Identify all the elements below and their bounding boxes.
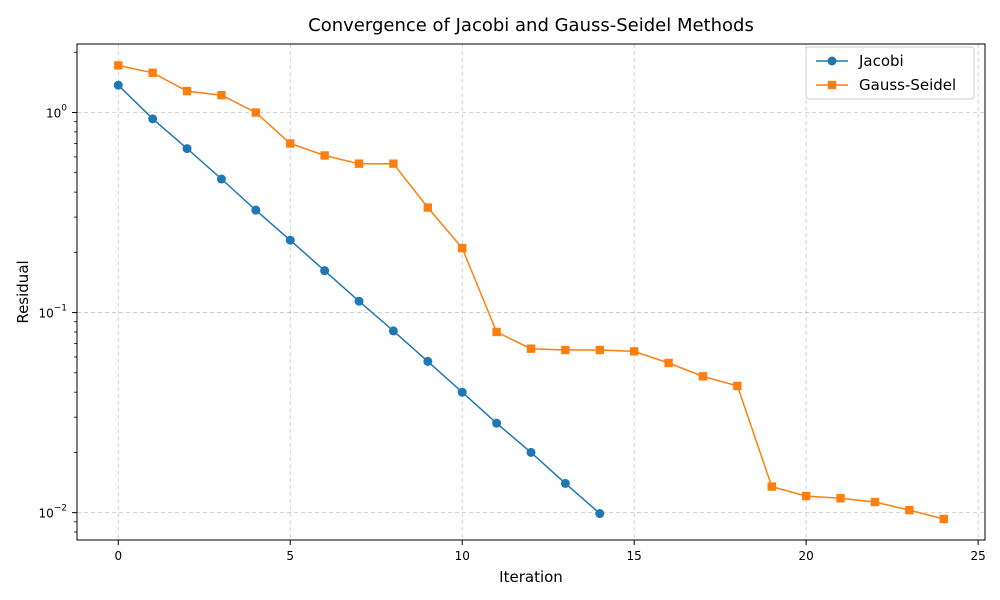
legend-label: Jacobi <box>858 52 904 70</box>
data-point <box>492 418 502 428</box>
legend: Jacobi Gauss-Seidel <box>805 46 975 100</box>
data-point <box>905 505 914 515</box>
data-point <box>114 61 123 70</box>
data-point <box>216 174 226 184</box>
x-tick-label: 25 <box>970 549 985 563</box>
y-tick-label: 10−1 <box>38 304 67 321</box>
y-tick-label: 10−2 <box>38 504 67 521</box>
grid <box>77 44 985 540</box>
x-tick-label: 0 <box>114 549 122 563</box>
data-point <box>492 327 501 337</box>
data-point <box>251 108 261 117</box>
data-point <box>629 347 639 356</box>
plot-frame <box>76 43 986 541</box>
data-point <box>526 447 536 457</box>
data-point <box>733 381 742 391</box>
data-point <box>182 86 192 96</box>
data-point <box>561 345 570 355</box>
data-point <box>320 151 329 160</box>
data-point <box>182 144 192 154</box>
series-gauss-seidel <box>114 61 948 524</box>
x-tick-label: 10 <box>455 549 470 563</box>
data-point <box>148 114 158 124</box>
x-tick-label: 5 <box>286 549 294 563</box>
chart-title: Convergence of Jacobi and Gauss-Seidel M… <box>308 15 754 36</box>
data-point <box>285 235 295 245</box>
x-tick-label: 20 <box>799 549 814 563</box>
data-point <box>148 68 157 77</box>
legend-marker <box>827 80 837 90</box>
data-point <box>526 344 536 353</box>
data-point <box>113 80 123 90</box>
y-axis-label: Residual <box>14 260 32 323</box>
data-point <box>286 139 295 148</box>
data-point <box>458 243 467 253</box>
legend-marker <box>827 56 837 66</box>
data-point <box>388 326 398 336</box>
data-point <box>801 491 811 501</box>
data-point <box>457 387 467 397</box>
data-point <box>870 497 880 507</box>
data-point <box>320 266 330 276</box>
data-point <box>767 482 776 491</box>
data-point <box>595 345 604 355</box>
y-tick-label: 100 <box>46 104 67 121</box>
legend-label: Gauss-Seidel <box>859 76 956 94</box>
data-point <box>423 203 433 212</box>
data-point <box>217 91 226 100</box>
data-point <box>698 372 708 381</box>
y-axis-ticks: 10−2 10−1 100 <box>38 51 77 533</box>
data-point <box>664 358 673 368</box>
x-axis-label: Iteration <box>499 568 563 586</box>
x-axis-ticks: 0 5 10 15 20 25 <box>114 540 986 563</box>
data-point <box>389 159 398 168</box>
data-point <box>939 514 948 524</box>
data-point <box>423 356 433 366</box>
data-point <box>836 494 845 503</box>
data-point <box>354 296 364 306</box>
data-point <box>595 509 605 519</box>
series-jacobi <box>113 80 605 519</box>
data-point <box>354 159 364 168</box>
legend-box <box>805 46 975 100</box>
data-point <box>560 478 570 488</box>
series-layer <box>113 61 948 524</box>
data-point <box>251 205 261 215</box>
x-tick-label: 15 <box>627 549 642 563</box>
